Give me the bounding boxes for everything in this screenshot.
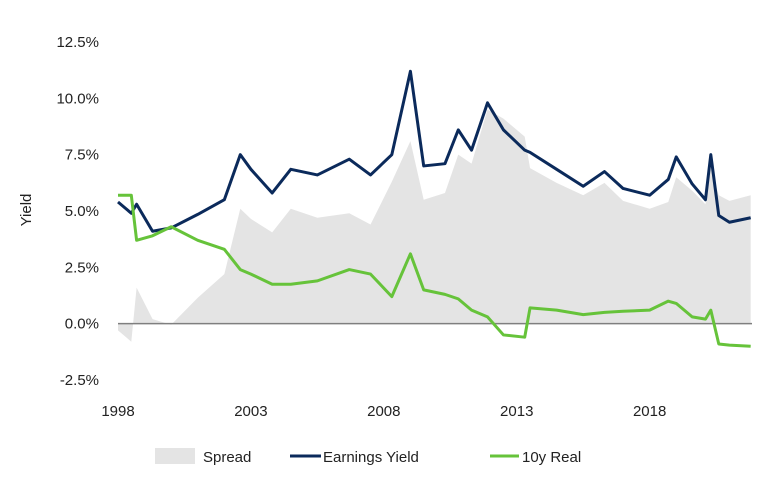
x-tick-label: 2003 [234, 403, 267, 420]
x-tick-label: 1998 [101, 403, 134, 420]
x-axis-ticks: 1998 2003 2008 2013 2018 [101, 403, 666, 420]
y-tick-label: 7.5% [65, 147, 99, 164]
series-line-10y-real [118, 193, 751, 348]
x-tick-label: 2013 [500, 403, 533, 420]
y-tick-label: 12.5% [56, 34, 99, 51]
y-tick-label: 10.0% [56, 90, 99, 107]
legend-label-spread: Spread [203, 449, 251, 466]
legend-swatch-spread [155, 448, 195, 464]
legend-label-earnings-yield: Earnings Yield [323, 449, 419, 466]
y-tick-label: 2.5% [65, 259, 99, 276]
legend-label-10y-real: 10y Real [522, 449, 581, 466]
x-tick-label: 2018 [633, 403, 666, 420]
x-tick-label: 2008 [367, 403, 400, 420]
legend: Spread Earnings Yield 10y Real [155, 448, 581, 466]
y-tick-label: 0.0% [65, 316, 99, 333]
series-line-earnings-yield [117, 69, 751, 233]
y-axis-ticks: 12.5% 10.0% 7.5% 5.0% 2.5% 0.0% -2.5% [56, 34, 99, 389]
lines-layer [117, 69, 751, 348]
y-axis-label: Yield [18, 194, 35, 227]
y-tick-label: 5.0% [65, 203, 99, 220]
y-tick-label: -2.5% [60, 372, 99, 389]
